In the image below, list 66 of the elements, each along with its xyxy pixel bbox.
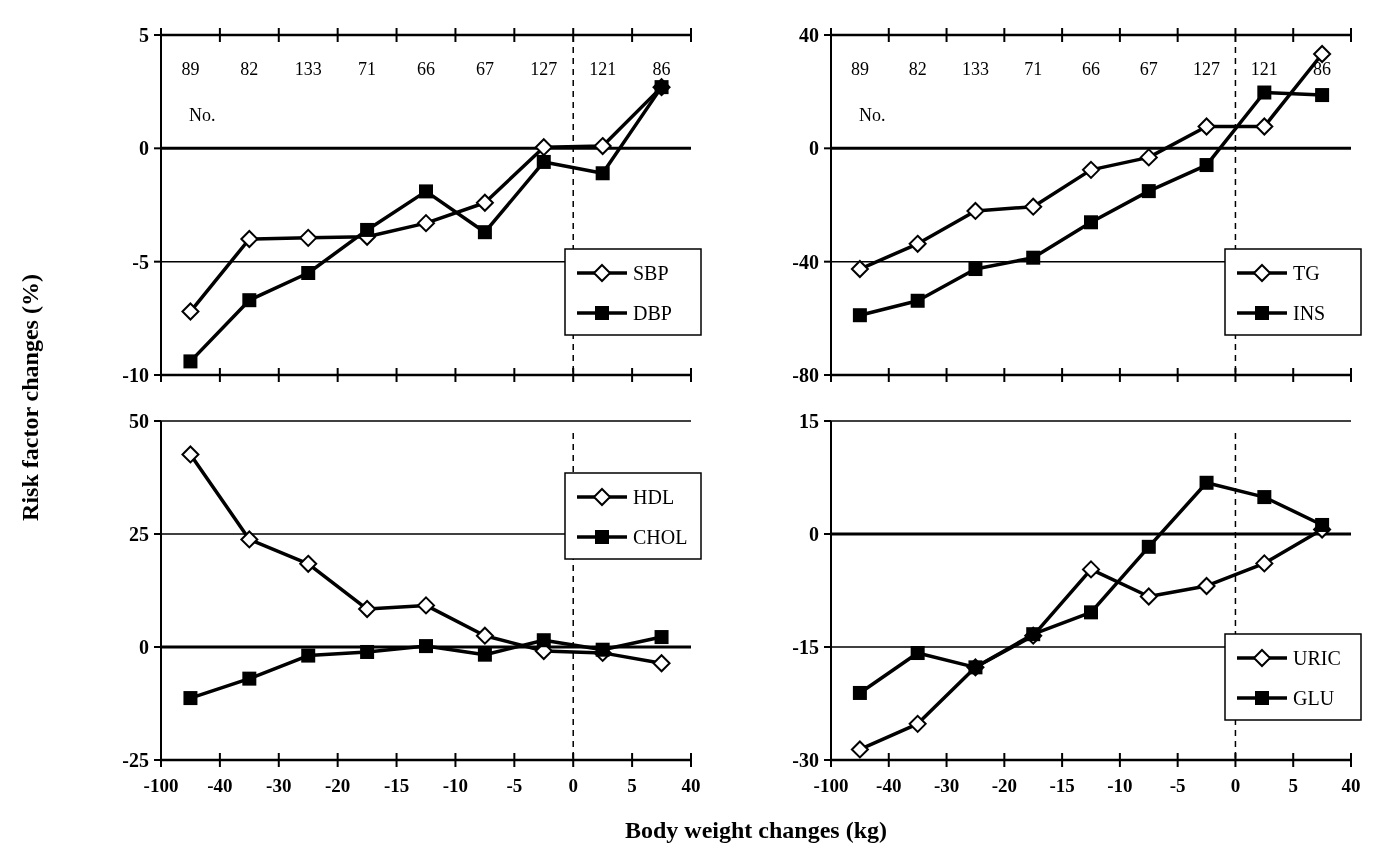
y-tick-label: 15 xyxy=(799,410,819,432)
x-tick-label: -100 xyxy=(813,775,849,796)
y-tick-label: 0 xyxy=(809,137,819,160)
annotation: 67 xyxy=(475,59,494,80)
y-tick-label: 0 xyxy=(809,523,819,545)
y-tick-label: -80 xyxy=(792,364,819,386)
annotation: 71 xyxy=(358,59,377,80)
annotation: 86 xyxy=(1313,59,1332,80)
y-tick-label: 25 xyxy=(129,523,149,545)
x-tick-label: 0 xyxy=(568,775,578,796)
x-tick-label: 5 xyxy=(627,775,637,796)
y-tick-label: 40 xyxy=(799,24,819,46)
x-tick-label: -20 xyxy=(991,775,1017,796)
annotation: 89 xyxy=(181,59,200,80)
annotation: 133 xyxy=(961,59,989,80)
x-tick-label: -10 xyxy=(1107,775,1133,796)
y-tick-label: -25 xyxy=(122,749,149,771)
annotation: 66 xyxy=(1082,59,1100,80)
annotation: 71 xyxy=(1024,59,1043,80)
x-tick-label: -20 xyxy=(325,775,351,796)
y-tick-label: -40 xyxy=(792,250,819,273)
annotation: 133 xyxy=(294,59,322,80)
y-tick-label: -30 xyxy=(792,749,819,771)
legend-label: CHOL xyxy=(633,526,688,548)
x-tick-label: -5 xyxy=(1169,775,1186,796)
x-tick-label: 0 xyxy=(1230,775,1241,796)
x-tick-label: -5 xyxy=(506,775,523,796)
legend-label: HDL xyxy=(633,486,675,508)
legend-label: SBP xyxy=(633,262,669,284)
y-axis-title: Risk factor changes (%) xyxy=(17,274,43,521)
legend-label: TG xyxy=(1293,262,1320,284)
legend-label: URIC xyxy=(1293,647,1341,669)
annotation: 89 xyxy=(850,59,869,80)
legend-label: GLU xyxy=(1293,687,1335,709)
x-tick-label: -40 xyxy=(876,775,902,796)
annotation: No. xyxy=(189,105,216,126)
x-tick-label: -15 xyxy=(1049,775,1075,796)
y-tick-label: 0 xyxy=(139,636,149,658)
y-tick-label: -5 xyxy=(132,250,149,273)
x-tick-label: 40 xyxy=(681,775,701,796)
annotation: 127 xyxy=(530,59,558,80)
annotation: 67 xyxy=(1139,59,1158,80)
legend-label: DBP xyxy=(633,302,672,324)
x-tick-label: -10 xyxy=(442,775,469,796)
annotation: No. xyxy=(859,105,886,126)
x-tick-label: -40 xyxy=(207,775,233,796)
x-axis-title: Body weight changes (kg) xyxy=(624,817,888,843)
x-tick-label: 5 xyxy=(1288,775,1298,796)
y-tick-label: 50 xyxy=(129,410,149,432)
annotation: 82 xyxy=(908,59,927,80)
y-tick-label: 5 xyxy=(139,24,149,46)
annotation: 127 xyxy=(1193,59,1221,80)
annotation: 86 xyxy=(652,59,671,80)
y-tick-label: -10 xyxy=(122,364,149,386)
y-tick-label: 0 xyxy=(139,137,149,160)
x-tick-label: 40 xyxy=(1341,775,1361,796)
annotation: 121 xyxy=(1250,59,1278,80)
x-tick-label: -30 xyxy=(933,775,960,796)
x-tick-label: -15 xyxy=(383,775,410,796)
y-tick-label: -15 xyxy=(792,636,819,658)
annotation: 82 xyxy=(240,59,259,80)
annotation: 66 xyxy=(417,59,435,80)
x-tick-label: -30 xyxy=(266,775,292,796)
x-tick-label: -100 xyxy=(143,775,179,796)
annotation: 121 xyxy=(589,59,617,80)
legend-label: INS xyxy=(1293,302,1326,324)
